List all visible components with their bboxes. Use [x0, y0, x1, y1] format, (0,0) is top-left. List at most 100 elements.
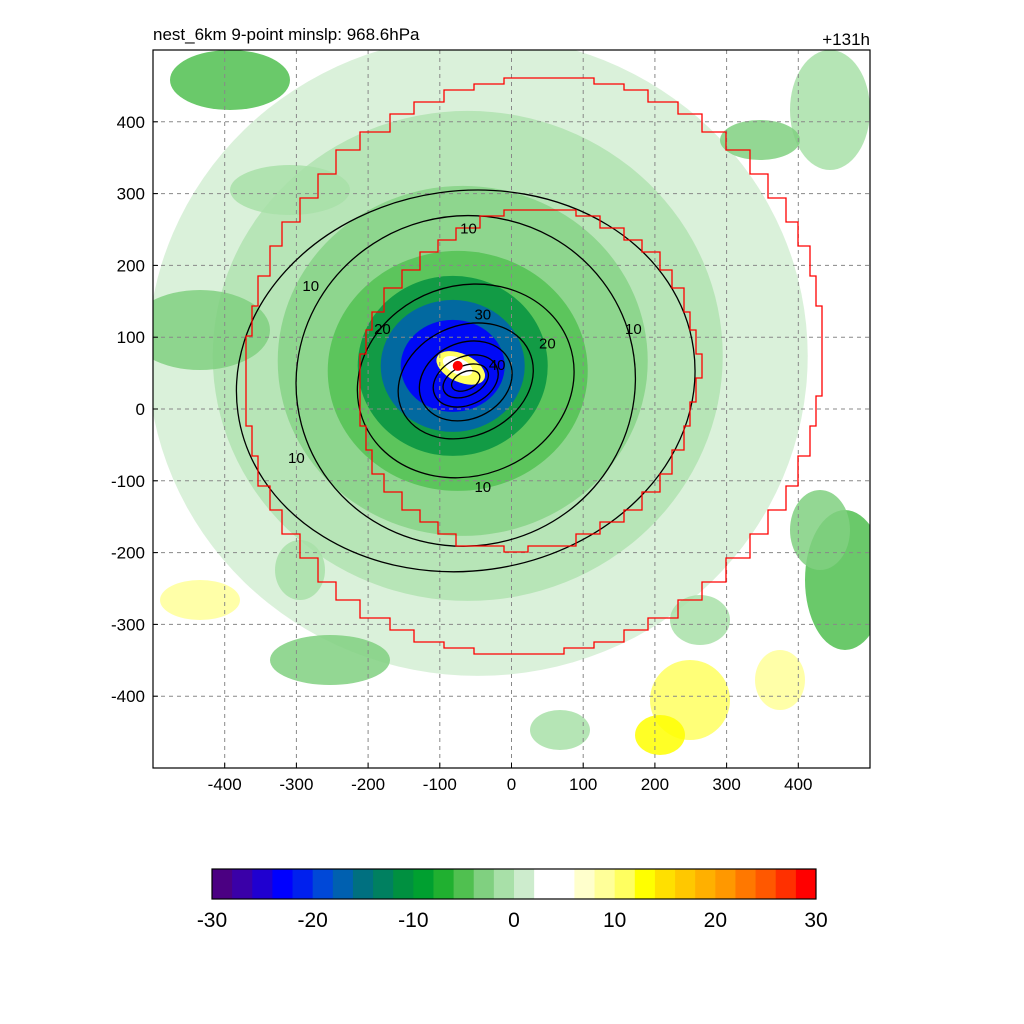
- x-tick-label: -300: [279, 775, 313, 794]
- colorbar-swatch: [634, 869, 656, 899]
- x-tick-label: 0: [507, 775, 516, 794]
- shade-patch-0: [170, 50, 290, 110]
- colorbar-swatch: [574, 869, 596, 899]
- shade-patch-13: [275, 540, 325, 600]
- colorbar-swatch: [755, 869, 777, 899]
- chart-title-left: nest_6km 9-point minslp: 968.6hPa: [153, 25, 420, 44]
- contour-label-3: 10: [302, 278, 319, 295]
- colorbar-tick-label: -20: [297, 909, 327, 932]
- contour-label-7: 30: [474, 307, 491, 324]
- contour-ring-1: [295, 214, 637, 547]
- contour-ring-2: [356, 283, 575, 479]
- colorbar-swatch: [232, 869, 253, 899]
- colorbar-swatch: [352, 869, 374, 899]
- colorbar-tick-label: -30: [197, 909, 227, 932]
- y-tick-label: -100: [111, 472, 145, 491]
- shade-patch-4: [720, 120, 800, 160]
- colorbar-swatch: [695, 869, 716, 899]
- contour-label-8: 40: [489, 357, 506, 374]
- storm-center-marker: [452, 360, 463, 371]
- colorbar-swatch: [433, 869, 455, 899]
- shade-patch-3: [790, 50, 870, 170]
- shade-patch-9: [160, 580, 240, 620]
- x-tick-label: -400: [208, 775, 242, 794]
- colorbar-swatch: [312, 869, 334, 899]
- colorbar-swatch: [735, 869, 757, 899]
- shade-patch-8: [635, 715, 685, 755]
- y-tick-label: 400: [117, 113, 145, 132]
- colorbar-tick-label: 30: [804, 909, 827, 932]
- colorbar-swatch: [654, 869, 676, 899]
- contour-ring-0: [235, 189, 696, 573]
- shade-patch-12: [530, 710, 590, 750]
- colorbar-swatch: [473, 869, 495, 899]
- colorbar-tick-label: 10: [603, 909, 626, 932]
- storm-center-group: [452, 360, 463, 371]
- boundary-lines: [245, 77, 823, 655]
- colorbar-swatch: [413, 869, 434, 899]
- colorbar-swatch: [212, 869, 233, 899]
- colorbar-swatch: [534, 869, 555, 899]
- colorbar-swatch: [393, 869, 414, 899]
- chart-title-right: +131h: [822, 30, 870, 49]
- colorbar: [211, 868, 817, 900]
- colorbar-swatch: [614, 869, 636, 899]
- contour-lines: [235, 189, 696, 573]
- colorbar-swatch: [493, 869, 515, 899]
- x-tick-label: -100: [423, 775, 457, 794]
- field-shading: [153, 50, 870, 755]
- colorbar-swatch: [252, 869, 273, 899]
- contour-label-2: 10: [625, 321, 642, 338]
- shade-patch-1: [153, 290, 270, 370]
- shade-patch-10: [270, 635, 390, 685]
- outer-boundary: [245, 77, 823, 655]
- x-axis: -400 -300 -200 -100 0 100 200 300 400: [208, 763, 812, 794]
- colorbar-labels: -30 -20 -10 0 10 20 30: [197, 909, 828, 932]
- x-tick-label: 100: [569, 775, 597, 794]
- colorbar-swatch: [775, 869, 797, 899]
- colorbar-tick-label: 0: [508, 909, 520, 932]
- contour-ring-7: [450, 369, 481, 392]
- colorbar-swatch: [795, 869, 817, 899]
- contour-labels: 10 10 10 10 10 20 20 30 40: [288, 220, 642, 495]
- x-tick-label: 300: [712, 775, 740, 794]
- y-tick-label: -200: [111, 544, 145, 563]
- contour-ring-3: [397, 322, 534, 440]
- contour-label-4: 10: [288, 450, 305, 467]
- colorbar-tick-label: 20: [704, 909, 727, 932]
- colorbar-frame: [211, 868, 817, 900]
- colorbar-tick-label: -10: [398, 909, 428, 932]
- contour-label-5: 20: [374, 321, 391, 338]
- colorbar-swatch: [554, 869, 575, 899]
- shade-patch-6: [790, 490, 850, 570]
- x-tick-label: 400: [784, 775, 812, 794]
- y-tick-label: 300: [117, 185, 145, 204]
- x-tick-label: -200: [351, 775, 385, 794]
- colorbar-swatch: [272, 869, 294, 899]
- colorbar-swatch: [514, 869, 535, 899]
- contour-ring-5: [432, 354, 499, 408]
- contour-label-0: 10: [460, 220, 477, 237]
- colorbar-swatch: [292, 869, 314, 899]
- y-tick-label: 100: [117, 328, 145, 347]
- colorbar-swatch: [675, 869, 696, 899]
- y-tick-label: -400: [111, 687, 145, 706]
- shade-patch-11: [755, 650, 805, 710]
- x-tick-label: 200: [641, 775, 669, 794]
- contour-label-1: 10: [474, 479, 491, 496]
- colorbar-swatch: [715, 869, 736, 899]
- y-tick-label: 200: [117, 256, 145, 275]
- shade-patch-2: [230, 165, 350, 215]
- colorbar-swatch: [373, 869, 394, 899]
- contour-label-6: 20: [539, 335, 556, 352]
- inner-boundary: [359, 209, 703, 553]
- colorbar-swatch: [453, 869, 475, 899]
- y-axis: 400 300 200 100 0 -100 -200 -300 -400: [111, 113, 158, 706]
- y-tick-label: -300: [111, 615, 145, 634]
- shade-patch-14: [670, 595, 730, 645]
- contour-ring-4: [418, 340, 513, 422]
- colorbar-swatch: [332, 869, 354, 899]
- y-tick-label: 0: [136, 400, 145, 419]
- colorbar-swatch: [594, 869, 616, 899]
